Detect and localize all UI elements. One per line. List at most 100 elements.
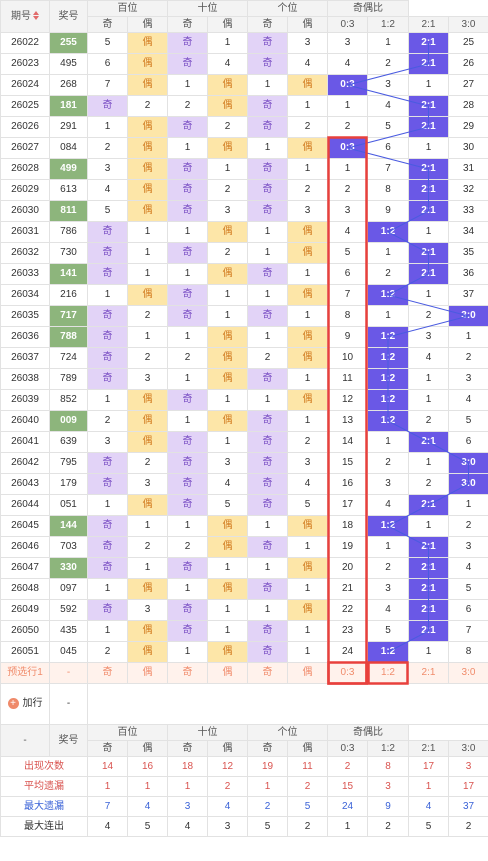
- ratio-cell: 0:3: [327, 74, 368, 96]
- footer-sub-odd: 奇: [87, 740, 128, 757]
- odd-cell: 奇: [87, 221, 128, 243]
- stats-value: 2: [207, 776, 248, 797]
- preview-cell[interactable]: 奇: [247, 662, 288, 684]
- ratio-cell: 1: [367, 305, 409, 327]
- ratio-cell: 5: [448, 410, 488, 432]
- ratio-cell: 15: [327, 452, 368, 474]
- footer-sub-ratio: 2:1: [408, 740, 449, 757]
- ratio-cell: 35: [448, 242, 488, 264]
- odd-cell: 奇: [247, 473, 288, 495]
- prize-number: 144: [49, 515, 88, 537]
- even-cell: 偶: [127, 620, 168, 642]
- even-cell: 偶: [127, 578, 168, 600]
- preview-row-label[interactable]: 预选行1: [0, 662, 50, 684]
- prize-number: 495: [49, 53, 88, 75]
- preview-cell[interactable]: 奇: [87, 662, 128, 684]
- sub-header-odd: 奇: [247, 16, 288, 33]
- stats-value: 24: [327, 796, 368, 817]
- odd-cell: 奇: [167, 200, 208, 222]
- sub-header-ratio: 3:0: [448, 16, 488, 33]
- preview-cell[interactable]: 奇: [167, 662, 208, 684]
- footer-header-dash: -: [0, 724, 50, 757]
- ratio-cell: 2: [327, 116, 368, 138]
- issue-number: 26027: [0, 137, 50, 159]
- add-row-button[interactable]: + 加行: [0, 683, 50, 725]
- even-cell: 偶: [207, 74, 248, 96]
- odd-cell: 奇: [167, 620, 208, 642]
- ratio-cell: 8: [448, 641, 488, 663]
- odd-cell: 奇: [167, 242, 208, 264]
- even-cell: 1: [127, 515, 168, 537]
- issue-number: 26046: [0, 536, 50, 558]
- odd-cell: 奇: [247, 620, 288, 642]
- footer-header-group: 奇偶比: [327, 724, 409, 741]
- even-cell: 偶: [127, 179, 168, 201]
- stats-value: 2: [287, 776, 328, 797]
- table-row: 26029 613 4 偶奇 2 奇 2 2 8 2:1 32: [0, 179, 488, 201]
- ratio-cell: 9: [327, 326, 368, 348]
- footer-sub-even: 偶: [207, 740, 248, 757]
- even-cell: 2: [127, 305, 168, 327]
- footer-sub-ratio: 0:3: [327, 740, 368, 757]
- ratio-cell: 14: [327, 431, 368, 453]
- ratio-cell: 4: [448, 557, 488, 579]
- preview-cell[interactable]: 2:1: [408, 662, 449, 684]
- even-cell: 偶: [207, 515, 248, 537]
- table-row: 26047 330 奇 1 奇 1 1 偶 20 2 2:1 4: [0, 557, 488, 579]
- ratio-cell: 37: [448, 284, 488, 306]
- even-cell: 偶: [287, 515, 328, 537]
- ratio-cell: 21: [327, 578, 368, 600]
- ratio-cell: 5: [367, 116, 409, 138]
- even-cell: 1: [207, 389, 248, 411]
- even-cell: 1: [287, 536, 328, 558]
- stats-value: 11: [287, 756, 328, 777]
- stats-value: 3: [448, 756, 488, 777]
- even-cell: 偶: [287, 221, 328, 243]
- preview-cell[interactable]: 0:3: [327, 662, 368, 684]
- odd-cell: 奇: [167, 53, 208, 75]
- col-header-issue[interactable]: 期号: [0, 0, 50, 33]
- even-cell: 4: [207, 53, 248, 75]
- even-cell: 3: [287, 452, 328, 474]
- footer-header-prize: 奖号: [49, 724, 88, 757]
- stats-value: 1: [127, 776, 168, 797]
- prize-number: 730: [49, 242, 88, 264]
- even-cell: 偶: [127, 32, 168, 54]
- odd-cell: 奇: [167, 557, 208, 579]
- stats-value: 4: [408, 796, 449, 817]
- preview-cell[interactable]: 3:0: [448, 662, 488, 684]
- odd-cell: 奇: [247, 263, 288, 285]
- even-cell: 5: [207, 494, 248, 516]
- stats-value: 1: [327, 816, 368, 837]
- odd-cell: 1: [247, 599, 288, 621]
- stats-value: 14: [87, 756, 128, 777]
- preview-cell[interactable]: 1:2: [367, 662, 409, 684]
- sort-icon[interactable]: [33, 11, 39, 21]
- stats-value: 8: [367, 756, 409, 777]
- stats-label: 最大连出: [0, 816, 88, 837]
- issue-number: 26040: [0, 410, 50, 432]
- preview-cell[interactable]: 偶: [287, 662, 328, 684]
- ratio-cell: 2:1: [408, 242, 449, 264]
- sub-header-ratio: 0:3: [327, 16, 368, 33]
- even-cell: 偶: [207, 137, 248, 159]
- preview-cell[interactable]: 偶: [127, 662, 168, 684]
- issue-number: 26043: [0, 473, 50, 495]
- ratio-cell: 1: [327, 158, 368, 180]
- preview-row[interactable]: 预选行1- 奇偶奇偶奇偶 0:3 1:2 2:1 3:0: [0, 662, 488, 684]
- even-cell: 偶: [127, 389, 168, 411]
- odd-cell: 奇: [247, 368, 288, 390]
- stats-label: 最大遗漏: [0, 796, 88, 817]
- stats-value: 37: [448, 796, 488, 817]
- odd-cell: 2: [87, 137, 128, 159]
- preview-cell[interactable]: 偶: [207, 662, 248, 684]
- stats-value: 9: [367, 796, 409, 817]
- footer-sub-odd: 奇: [167, 740, 208, 757]
- table-row: 26042 795 奇 2 奇 3 奇 3 15 2 1 3:0: [0, 452, 488, 474]
- ratio-cell: 17: [327, 494, 368, 516]
- prize-number: 330: [49, 557, 88, 579]
- ratio-cell: 4: [367, 494, 409, 516]
- table-row: 26030 811 5 偶奇 3 奇 3 3 9 2:1 33: [0, 200, 488, 222]
- ratio-cell: 1: [327, 95, 368, 117]
- footer-sub-even: 偶: [287, 740, 328, 757]
